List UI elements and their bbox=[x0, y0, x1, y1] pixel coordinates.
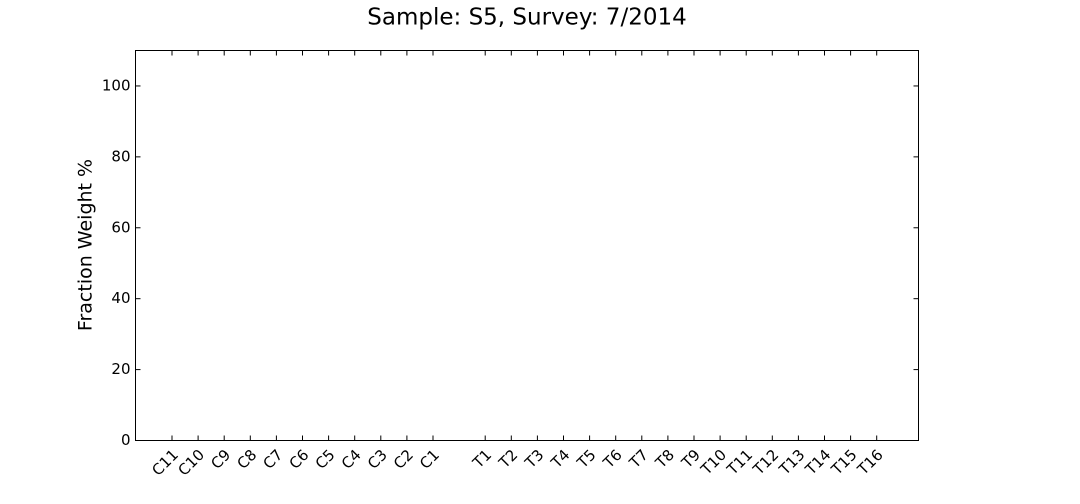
x-tick-label: C4 bbox=[338, 446, 365, 473]
x-tick-label: T3 bbox=[521, 446, 548, 473]
x-tick-label: T2 bbox=[495, 446, 522, 473]
y-axis-label: Fraction Weight % bbox=[75, 159, 97, 331]
x-tick-label: C7 bbox=[260, 446, 287, 473]
plot-frame bbox=[135, 50, 919, 441]
y-tick-label: 100 bbox=[102, 76, 131, 94]
x-tick-label: T8 bbox=[651, 446, 678, 473]
y-tick-label: 0 bbox=[121, 431, 131, 449]
x-tick-label: C2 bbox=[390, 446, 417, 473]
y-tick-label: 60 bbox=[111, 218, 130, 236]
x-tick-label: T14 bbox=[801, 446, 834, 479]
x-tick-label: C9 bbox=[207, 446, 234, 473]
x-tick-label: T4 bbox=[547, 446, 574, 473]
x-tick-label: C8 bbox=[233, 446, 260, 473]
x-tick-label: C5 bbox=[312, 446, 339, 473]
x-tick-label: C11 bbox=[148, 446, 182, 480]
x-tick-label: T1 bbox=[469, 446, 496, 473]
x-tick-label: T10 bbox=[697, 446, 730, 479]
x-tick-label: C1 bbox=[416, 446, 443, 473]
x-tick-label: T6 bbox=[599, 446, 626, 473]
x-tick-label: T15 bbox=[827, 446, 860, 479]
x-tick-label: C10 bbox=[174, 446, 208, 480]
x-tick-label: T5 bbox=[573, 446, 600, 473]
x-tick-label: C3 bbox=[364, 446, 391, 473]
x-tick-label: T11 bbox=[723, 446, 756, 479]
y-tick-label: 20 bbox=[111, 360, 130, 378]
x-tick-label: T13 bbox=[775, 446, 808, 479]
x-tick-label: T7 bbox=[625, 446, 652, 473]
y-tick-label: 40 bbox=[111, 289, 130, 307]
x-tick-label: T16 bbox=[853, 446, 886, 479]
chart-title: Sample: S5, Survey: 7/2014 bbox=[367, 5, 686, 31]
y-tick-label: 80 bbox=[111, 147, 130, 165]
x-tick-label: C6 bbox=[286, 446, 313, 473]
x-tick-label: T12 bbox=[749, 446, 782, 479]
